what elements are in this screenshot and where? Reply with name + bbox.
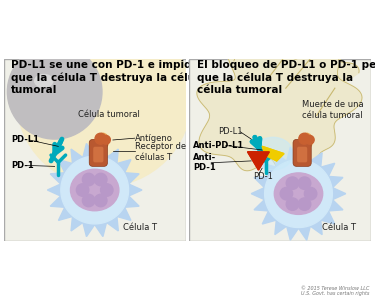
Polygon shape <box>331 52 359 92</box>
FancyBboxPatch shape <box>189 59 371 241</box>
Ellipse shape <box>97 133 109 148</box>
Polygon shape <box>265 160 332 227</box>
Text: Célula T: Célula T <box>321 223 356 232</box>
Circle shape <box>298 198 311 210</box>
Circle shape <box>286 177 298 189</box>
Circle shape <box>298 177 311 189</box>
Text: Célula tumoral: Célula tumoral <box>78 110 140 119</box>
Circle shape <box>102 135 110 144</box>
Text: PD-1: PD-1 <box>11 161 34 170</box>
Text: Célula T: Célula T <box>123 223 157 232</box>
FancyBboxPatch shape <box>293 140 311 166</box>
FancyBboxPatch shape <box>93 147 104 162</box>
FancyBboxPatch shape <box>297 147 307 162</box>
Ellipse shape <box>300 133 312 148</box>
Circle shape <box>304 188 317 200</box>
Text: PD-L1: PD-L1 <box>11 136 39 145</box>
Text: PD-1: PD-1 <box>253 172 273 181</box>
Circle shape <box>94 194 107 207</box>
Polygon shape <box>61 156 129 224</box>
Polygon shape <box>47 143 142 237</box>
Circle shape <box>100 184 113 196</box>
Polygon shape <box>248 152 269 170</box>
Ellipse shape <box>274 173 323 214</box>
Text: Muerte de una
célula tumoral: Muerte de una célula tumoral <box>302 100 364 120</box>
Circle shape <box>95 133 106 144</box>
Polygon shape <box>197 27 362 201</box>
Circle shape <box>299 133 310 144</box>
Ellipse shape <box>253 137 293 170</box>
Text: PD-L1 se une con PD-1 e impide
que la célula T destruya la célula
tumoral: PD-L1 se une con PD-1 e impide que la cé… <box>11 60 206 95</box>
Circle shape <box>82 173 95 186</box>
Circle shape <box>16 12 191 186</box>
Text: Anti-
PD-1: Anti- PD-1 <box>193 153 216 172</box>
Polygon shape <box>262 146 284 161</box>
Circle shape <box>8 44 102 139</box>
Text: El bloqueo de PD-L1 o PD-1 permite
que la célula T destruya la
célula tumoral: El bloqueo de PD-L1 o PD-1 permite que l… <box>196 60 375 95</box>
Circle shape <box>94 173 107 186</box>
Text: Receptor de
células T: Receptor de células T <box>135 142 186 161</box>
Ellipse shape <box>34 74 53 87</box>
Circle shape <box>280 188 292 200</box>
Text: © 2015 Terese Winslow LLC
U.S. Govt. has certain rights: © 2015 Terese Winslow LLC U.S. Govt. has… <box>301 286 369 296</box>
Polygon shape <box>234 40 258 79</box>
Ellipse shape <box>70 169 119 211</box>
Circle shape <box>305 135 314 144</box>
Polygon shape <box>248 152 269 170</box>
Text: Antígeno: Antígeno <box>135 134 172 143</box>
Circle shape <box>76 184 89 196</box>
FancyBboxPatch shape <box>89 140 107 166</box>
Text: Anti-PD-L1: Anti-PD-L1 <box>193 141 244 150</box>
Circle shape <box>82 194 95 207</box>
Text: PD-L1: PD-L1 <box>219 127 243 136</box>
Circle shape <box>286 198 298 210</box>
Polygon shape <box>251 147 346 240</box>
Polygon shape <box>262 146 284 161</box>
FancyBboxPatch shape <box>4 59 186 241</box>
